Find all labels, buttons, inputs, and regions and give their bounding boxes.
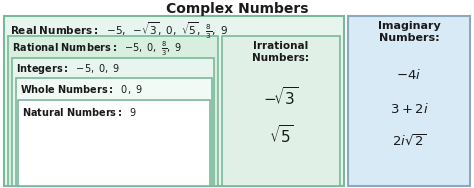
- Text: $\mathbf{Rational\ Numbers:}$  $-5,\ 0,\ \frac{8}{3},\ 9$: $\mathbf{Rational\ Numbers:}$ $-5,\ 0,\ …: [12, 40, 182, 58]
- Text: $\mathbf{Real\ Numbers:}$  $-5,\ -\!\sqrt{3},\ 0,\ \sqrt{5},\ \frac{8}{3},\ 9$: $\mathbf{Real\ Numbers:}$ $-5,\ -\!\sqrt…: [10, 20, 228, 41]
- Text: $-\!\sqrt{3}$: $-\!\sqrt{3}$: [264, 86, 299, 108]
- Bar: [8, 36, 218, 186]
- Text: $\mathbf{Whole\ Numbers:}$  $0,\ 9$: $\mathbf{Whole\ Numbers:}$ $0,\ 9$: [20, 83, 143, 96]
- Text: $-4i$: $-4i$: [396, 68, 421, 82]
- Bar: [18, 100, 210, 186]
- Text: $3 + 2i$: $3 + 2i$: [390, 102, 428, 116]
- Bar: [12, 58, 214, 186]
- Bar: [4, 16, 344, 186]
- Text: $\mathbf{Natural\ Numbers:}$  $9$: $\mathbf{Natural\ Numbers:}$ $9$: [22, 106, 137, 118]
- Text: Complex Numbers: Complex Numbers: [166, 2, 308, 16]
- Text: $2i\sqrt{2}$: $2i\sqrt{2}$: [392, 134, 426, 149]
- Text: Irrational
Numbers:: Irrational Numbers:: [253, 41, 310, 63]
- Bar: [348, 16, 470, 186]
- Bar: [222, 36, 340, 186]
- Text: Imaginary
Numbers:: Imaginary Numbers:: [378, 21, 440, 43]
- Text: $\mathbf{Integers:}$  $-5,\ 0,\ 9$: $\mathbf{Integers:}$ $-5,\ 0,\ 9$: [16, 62, 120, 76]
- Text: $\sqrt{5}$: $\sqrt{5}$: [269, 124, 293, 146]
- Bar: [16, 78, 212, 186]
